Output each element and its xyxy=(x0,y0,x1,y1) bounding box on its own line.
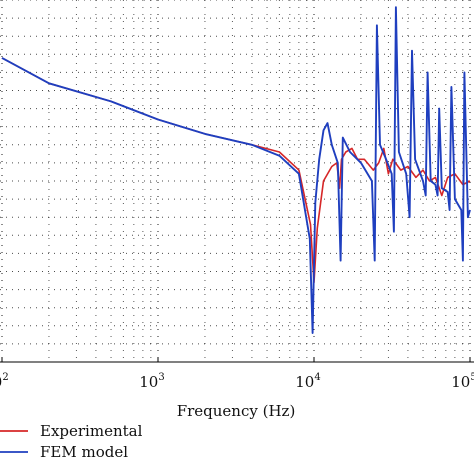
legend: Experimental FEM model xyxy=(0,422,143,461)
x-tick-label: 104 xyxy=(295,372,320,391)
legend-label: FEM model xyxy=(40,443,128,461)
x-tick-label: 103 xyxy=(139,372,164,391)
series-line-fem-model xyxy=(1,6,471,334)
x-tick-label: 102 xyxy=(0,372,9,391)
x-tick-label: 105 xyxy=(451,372,474,391)
legend-label: Experimental xyxy=(40,422,143,440)
series-line-experimental xyxy=(1,57,471,284)
x-tick-labels: 102 103 104 105 xyxy=(0,357,474,391)
x-axis-title: Frequency (Hz) xyxy=(177,402,296,420)
grid xyxy=(0,0,474,363)
series-layer xyxy=(1,6,471,334)
